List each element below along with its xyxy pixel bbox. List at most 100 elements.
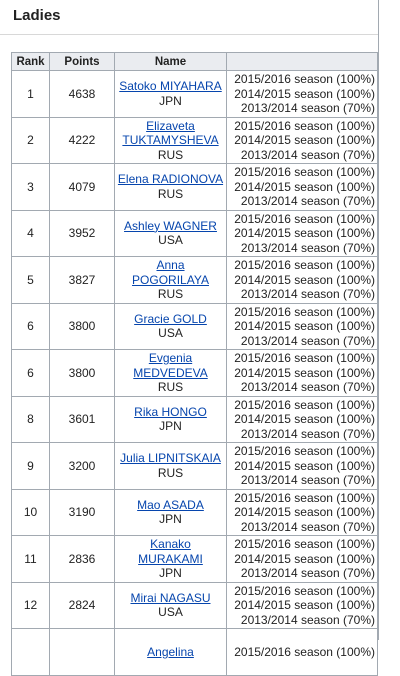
skater-name-line[interactable]: Mao ASADA bbox=[137, 497, 204, 512]
header-points: Points bbox=[49, 52, 115, 71]
skater-name-line[interactable]: Elena RADIONOVA bbox=[117, 172, 224, 187]
skater-name-line[interactable]: Gracie GOLD bbox=[134, 311, 207, 326]
skater-name-line[interactable]: Evgenia bbox=[148, 351, 193, 365]
skater-name-line[interactable]: Elizaveta bbox=[146, 118, 195, 133]
seasons-cell: 2015/2016 season (100%) 2014/2015 season … bbox=[226, 581, 378, 629]
nation-code: RUS bbox=[157, 287, 184, 301]
rank-cell: 6 bbox=[11, 349, 50, 397]
season-weight: 2015/2016 season (100%) bbox=[234, 537, 375, 551]
skater-name-line[interactable]: MEDVEDEVA bbox=[133, 365, 208, 380]
table-row: 1 4638 Satoko MIYAHARA JPN 2015/2016 season … bbox=[11, 70, 378, 118]
rank-cell: 8 bbox=[11, 395, 50, 443]
name-cell: Elizaveta TUKTAMYSHEVA RUS bbox=[114, 116, 227, 164]
seasons-cell: 2015/2016 season (100%) bbox=[226, 628, 378, 676]
ranking-table: Rank Points Name 1 4638 Satoko MIYAHARA JPN… bbox=[11, 52, 378, 676]
nation-code: USA bbox=[158, 326, 183, 341]
header-seasons bbox=[226, 52, 378, 71]
table-row: 5 3827 Anna POGORILAYA RUS 2015/2016 season … bbox=[11, 256, 378, 304]
skater-name-line[interactable]: Julia LIPNITSKAIA bbox=[120, 451, 221, 466]
skater-name-link[interactable]: Ashley WAGNER bbox=[124, 219, 217, 233]
season-weight: 2014/2015 season (100%) bbox=[234, 551, 375, 566]
rank-cell: 1 bbox=[11, 70, 50, 118]
season-weight: 2014/2015 season (100%) bbox=[234, 319, 375, 333]
table-row: 8 3601 Rika HONGO JPN 2015/2016 season (100%… bbox=[11, 395, 378, 443]
season-weight: 2015/2016 season (100%) bbox=[234, 258, 375, 272]
table-row: 4 3952 Ashley WAGNER USA 2015/2016 season (1… bbox=[11, 209, 378, 257]
seasons-cell: 2015/2016 season (100%) 2014/2015 season … bbox=[226, 163, 378, 211]
points-cell: 3800 bbox=[49, 302, 115, 350]
season-weight: 2013/2014 season (70%) bbox=[240, 612, 375, 627]
header-name: Name bbox=[114, 52, 227, 71]
skater-name-line[interactable]: Kanako MURAKAMI bbox=[138, 537, 203, 566]
season-weight: 2015/2016 season (100%) bbox=[234, 351, 375, 365]
rank-cell: 5 bbox=[11, 256, 50, 304]
season-weight: 2015/2016 season (100%) bbox=[234, 397, 375, 412]
rank-cell: 6 bbox=[11, 302, 50, 350]
skater-name-link[interactable]: Elena RADIONOVA bbox=[118, 172, 223, 186]
season-weight: 2014/2015 season (100%) bbox=[234, 133, 375, 147]
name-cell: Gracie GOLD USA bbox=[114, 302, 227, 350]
table-row: 3 4079 Elena RADIONOVA RUS 2015/2016 season … bbox=[11, 163, 378, 211]
season-weight: 2014/2015 season (100%) bbox=[234, 505, 375, 519]
table-row: 12 2824 Mirai NAGASU USA 2015/2016 season (1… bbox=[11, 581, 378, 629]
skater-name-line[interactable]: Angelina bbox=[147, 644, 194, 659]
season-weight: 2015/2016 season (100%) bbox=[234, 72, 375, 86]
heading-divider bbox=[0, 34, 378, 35]
skater-name-link[interactable]: Mirai NAGASU bbox=[130, 591, 210, 605]
points-cell: 3190 bbox=[49, 488, 115, 536]
table-row: 10 3190 Mao ASADA JPN 2015/2016 season (100%… bbox=[11, 488, 378, 536]
points-cell: 4638 bbox=[49, 70, 115, 118]
nation-code: JPN bbox=[159, 566, 182, 580]
skater-name-link[interactable]: Rika HONGO bbox=[134, 405, 207, 419]
column-divider bbox=[378, 0, 379, 640]
season-weight: 2015/2016 season (100%) bbox=[234, 583, 375, 598]
skater-name-link[interactable]: Evgenia MEDVEDEVA bbox=[133, 351, 207, 380]
skater-name-link[interactable]: Gracie GOLD bbox=[134, 312, 207, 326]
season-weight: 2013/2014 season (70%) bbox=[240, 194, 375, 208]
seasons-cell: 2015/2016 season (100%) 2014/2015 season … bbox=[226, 256, 378, 304]
rank-cell: 3 bbox=[11, 163, 50, 211]
season-weight: 2013/2014 season (70%) bbox=[240, 240, 375, 255]
points-cell: 2824 bbox=[49, 581, 115, 629]
table-row: 6 3800 Gracie GOLD USA 2015/2016 season (100… bbox=[11, 302, 378, 350]
skater-name-link[interactable]: Angelina bbox=[147, 645, 194, 659]
skater-name-line[interactable]: Mirai NAGASU bbox=[130, 590, 211, 605]
name-cell: Ashley WAGNER USA bbox=[114, 209, 227, 257]
season-weight: 2015/2016 season (100%) bbox=[234, 304, 375, 319]
seasons-cell: 2015/2016 season (100%) 2014/2015 season … bbox=[226, 302, 378, 350]
skater-name-link[interactable]: Julia LIPNITSKAIA bbox=[120, 451, 221, 465]
skater-name-line[interactable]: Anna POGORILAYA bbox=[132, 258, 209, 287]
points-cell: 2836 bbox=[49, 535, 115, 583]
skater-name-line[interactable]: Rika HONGO bbox=[134, 404, 207, 419]
table-row: 2 4222 Elizaveta TUKTAMYSHEVA RUS 2015/2016 s… bbox=[11, 116, 378, 164]
skater-name-link[interactable]: Kanako MURAKAMI bbox=[138, 537, 203, 566]
skater-name-link[interactable]: Elizaveta TUKTAMYSHEVA bbox=[122, 119, 218, 148]
name-cell: Elena RADIONOVA RUS bbox=[114, 163, 227, 211]
season-weight: 2013/2014 season (70%) bbox=[240, 101, 375, 115]
season-weight: 2013/2014 season (70%) bbox=[240, 566, 375, 580]
rank-cell: 4 bbox=[11, 209, 50, 257]
seasons-cell: 2015/2016 season (100%) 2014/2015 season … bbox=[226, 116, 378, 164]
season-weight: 2013/2014 season (70%) bbox=[240, 147, 375, 162]
points-cell bbox=[49, 628, 115, 676]
points-cell: 4079 bbox=[49, 163, 115, 211]
nation-code: USA bbox=[158, 233, 183, 248]
header-rank: Rank bbox=[11, 52, 50, 71]
name-cell: Julia LIPNITSKAIA RUS bbox=[114, 442, 227, 490]
skater-name-line[interactable]: Satoko MIYAHARA bbox=[119, 79, 222, 94]
nation-code: RUS bbox=[157, 465, 184, 480]
skater-name-line[interactable]: Ashley WAGNER bbox=[124, 218, 217, 233]
season-weight: 2014/2015 season (100%) bbox=[234, 226, 375, 240]
rank-cell bbox=[11, 628, 50, 676]
season-weight: 2015/2016 season (100%) bbox=[234, 165, 375, 179]
seasons-cell: 2015/2016 season (100%) 2014/2015 season … bbox=[226, 442, 378, 490]
nation-code: RUS bbox=[157, 186, 184, 201]
section-title: Ladies bbox=[13, 7, 61, 24]
skater-name-link[interactable]: Anna POGORILAYA bbox=[132, 258, 209, 287]
rank-cell: 10 bbox=[11, 488, 50, 536]
skater-name-line[interactable]: TUKTAMYSHEVA bbox=[122, 133, 219, 147]
points-cell: 3952 bbox=[49, 209, 115, 257]
skater-name-link[interactable]: Satoko MIYAHARA bbox=[119, 79, 221, 93]
skater-name-link[interactable]: Mao ASADA bbox=[137, 498, 204, 512]
table-row: 9 3200 Julia LIPNITSKAIA RUS 2015/2016 seaso… bbox=[11, 442, 378, 490]
